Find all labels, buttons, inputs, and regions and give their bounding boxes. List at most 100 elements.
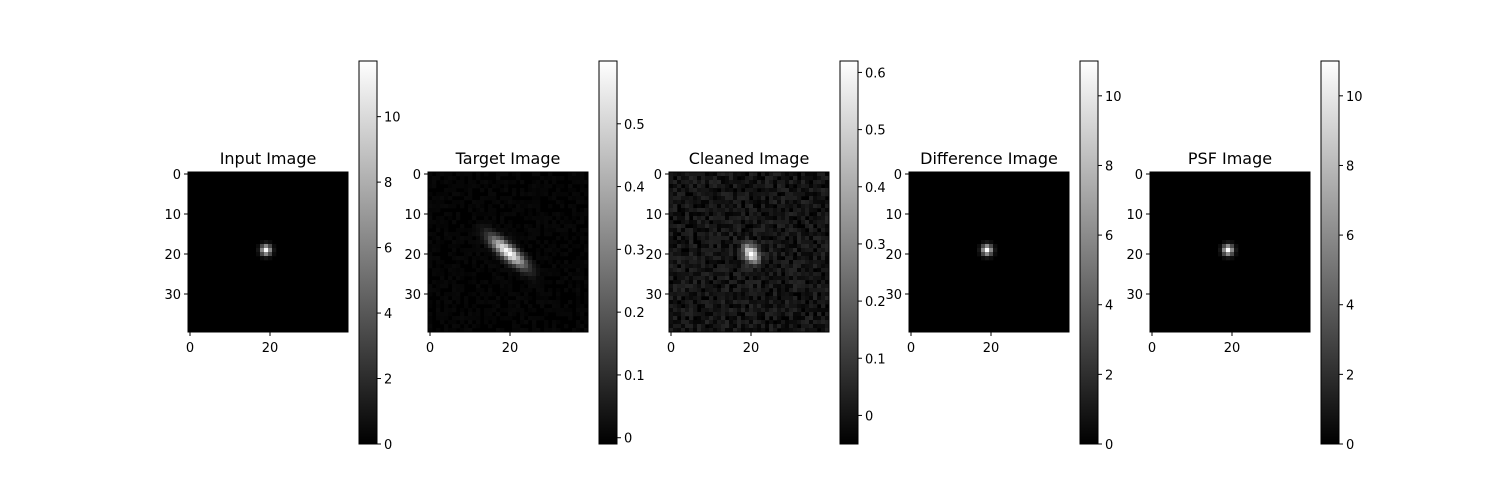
- image-pixel: [705, 228, 710, 233]
- image-pixel: [472, 304, 477, 309]
- image-pixel: [825, 248, 830, 253]
- image-pixel: [552, 176, 557, 181]
- image-pixel: [544, 328, 549, 333]
- image-pixel: [516, 208, 521, 213]
- image-pixel: [560, 184, 565, 189]
- image-pixel: [705, 212, 710, 217]
- image-pixel: [733, 248, 738, 253]
- image-pixel: [753, 272, 758, 277]
- image-pixel: [508, 180, 513, 185]
- image-pixel: [496, 200, 501, 205]
- image-pixel: [761, 244, 766, 249]
- image-pixel: [721, 220, 726, 225]
- image-pixel: [669, 300, 674, 305]
- image-pixel: [805, 180, 810, 185]
- image-pixel: [737, 204, 742, 209]
- image-pixel: [428, 200, 433, 205]
- image-pixel: [801, 180, 806, 185]
- image-pixel: [472, 316, 477, 321]
- image-pixel: [476, 200, 481, 205]
- image-pixel: [729, 228, 734, 233]
- image-pixel: [713, 220, 718, 225]
- image-pixel: [568, 240, 573, 245]
- image-pixel: [428, 180, 433, 185]
- image-pixel: [701, 260, 706, 265]
- image-pixel: [476, 284, 481, 289]
- image-pixel: [825, 312, 830, 317]
- image-pixel: [825, 276, 830, 281]
- image-pixel: [681, 216, 686, 221]
- image-pixel: [825, 228, 830, 233]
- image-pixel: [769, 320, 774, 325]
- image-pixel: [785, 284, 790, 289]
- image-pixel: [693, 288, 698, 293]
- image-pixel: [681, 200, 686, 205]
- image-pixel: [536, 220, 541, 225]
- image-pixel: [512, 300, 517, 305]
- image-pixel: [805, 272, 810, 277]
- image-pixel: [713, 204, 718, 209]
- image-pixel: [761, 248, 766, 253]
- image-pixel: [536, 196, 541, 201]
- image-pixel: [805, 252, 810, 257]
- image-pixel: [488, 220, 493, 225]
- x-tick-label: 0: [1148, 341, 1156, 356]
- image-pixel: [705, 280, 710, 285]
- image-pixel: [781, 240, 786, 245]
- image-pixel: [556, 216, 561, 221]
- image-pixel: [709, 288, 714, 293]
- image-pixel: [809, 252, 814, 257]
- image-pixel: [476, 224, 481, 229]
- image-pixel: [548, 280, 553, 285]
- image-pixel: [757, 260, 762, 265]
- image-pixel: [741, 316, 746, 321]
- image-pixel: [448, 244, 453, 249]
- image-pixel: [689, 316, 694, 321]
- image-pixel: [697, 220, 702, 225]
- colorbar-tick-label: 4: [1105, 299, 1113, 314]
- image-pixel: [440, 196, 445, 201]
- image-pixel: [560, 204, 565, 209]
- image-pixel: [705, 196, 710, 201]
- image-pixel: [777, 228, 782, 233]
- image-pixel: [821, 192, 826, 197]
- image-pixel: [721, 276, 726, 281]
- image-pixel: [452, 316, 457, 321]
- image-pixel: [693, 304, 698, 309]
- image-pixel: [769, 204, 774, 209]
- image-pixel: [480, 288, 485, 293]
- image-pixel: [809, 292, 814, 297]
- image-pixel: [713, 172, 718, 177]
- image-pixel: [721, 272, 726, 277]
- image-pixel: [693, 212, 698, 217]
- image-pixel: [793, 172, 798, 177]
- image-pixel: [444, 312, 449, 317]
- image-pixel: [576, 280, 581, 285]
- image-pixel: [805, 288, 810, 293]
- image-pixel: [556, 236, 561, 241]
- image-pixel: [536, 192, 541, 197]
- image-pixel: [524, 204, 529, 209]
- image-pixel: [705, 284, 710, 289]
- image-pixel: [496, 228, 501, 233]
- image-pixel: [456, 256, 461, 261]
- image-pixel: [697, 224, 702, 229]
- image-pixel: [584, 188, 589, 193]
- image-pixel: [677, 272, 682, 277]
- image-pixel: [520, 244, 525, 249]
- image-pixel: [456, 200, 461, 205]
- image-pixel: [761, 272, 766, 277]
- image-pixel: [721, 256, 726, 261]
- image-pixel: [268, 248, 273, 253]
- image-pixel: [436, 244, 441, 249]
- image-pixel: [813, 296, 818, 301]
- image-pixel: [805, 308, 810, 313]
- image-pixel: [496, 180, 501, 185]
- image-pixel: [781, 216, 786, 221]
- image-pixel: [725, 220, 730, 225]
- y-tick-label: 0: [413, 168, 421, 183]
- image-pixel: [781, 296, 786, 301]
- image-pixel: [793, 232, 798, 237]
- image-pixel: [809, 176, 814, 181]
- image-pixel: [580, 232, 585, 237]
